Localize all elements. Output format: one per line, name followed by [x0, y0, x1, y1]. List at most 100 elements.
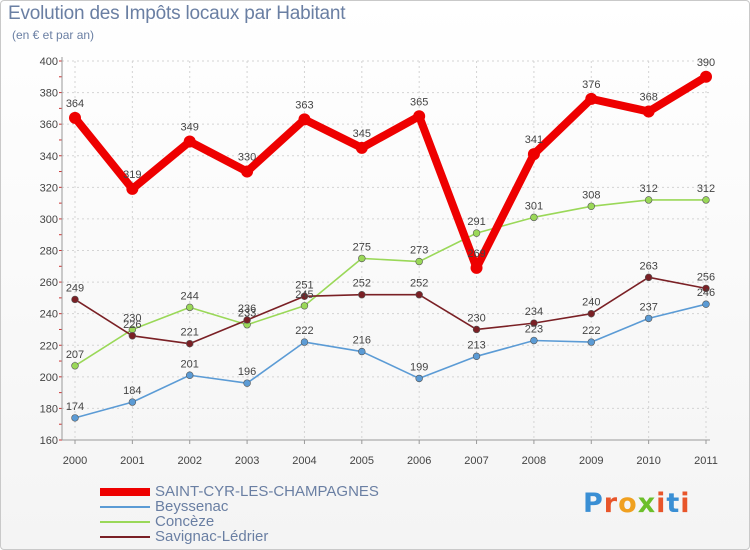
data-point: [530, 213, 538, 222]
data-point: [183, 135, 196, 148]
data-point: [527, 148, 540, 161]
x-tick-label: 2011: [694, 455, 718, 467]
y-tick-label: 340: [40, 151, 58, 163]
x-tick-label: 2006: [407, 455, 431, 467]
chart-subtitle: (en € et par an): [12, 28, 95, 42]
logo-letter: r: [603, 488, 619, 519]
data-label: 312: [639, 183, 657, 195]
data-point: [186, 371, 194, 379]
data-label: 237: [639, 301, 657, 313]
legend-label: Savignac-Lédrier: [155, 528, 269, 545]
data-label: 256: [697, 271, 715, 283]
data-label: 222: [582, 325, 600, 337]
data-label: 199: [410, 361, 428, 373]
data-label: 201: [181, 358, 199, 370]
legend-swatch: [100, 520, 150, 523]
legend-swatch: [100, 505, 150, 508]
data-point: [243, 316, 251, 324]
chart-title: Evolution des Impôts locaux par Habitant: [8, 3, 346, 24]
data-label: 345: [353, 128, 371, 140]
data-point: [126, 182, 139, 195]
data-point: [702, 196, 710, 204]
data-label: 349: [181, 122, 199, 134]
logo-letter: i: [656, 488, 667, 519]
legend-label: SAINT-CYR-LES-CHAMPAGNES: [155, 483, 379, 500]
data-point: [298, 113, 311, 126]
data-label: 213: [467, 339, 485, 351]
x-tick-label: 2002: [177, 455, 201, 467]
data-point: [587, 338, 595, 346]
data-label: 308: [582, 189, 600, 201]
x-tick-label: 2003: [235, 455, 259, 467]
legend-swatch: [100, 487, 150, 496]
series-line-1: [74, 303, 707, 419]
x-tick-label: 2001: [120, 455, 144, 467]
data-point: [413, 110, 426, 123]
data-point: [355, 141, 368, 154]
data-label: 291: [467, 216, 485, 228]
data-label: 216: [353, 335, 371, 347]
y-tick-label: 400: [40, 56, 58, 68]
data-label: 252: [410, 278, 428, 290]
x-tick-label: 2004: [292, 455, 316, 467]
y-tick-label: 320: [40, 182, 58, 194]
y-tick-label: 360: [40, 119, 58, 131]
data-point: [472, 229, 481, 237]
y-tick-label: 160: [40, 435, 58, 447]
data-label: 330: [238, 152, 256, 164]
logo-letter: P: [583, 488, 604, 519]
data-label: 236: [238, 303, 256, 315]
y-tick-label: 280: [40, 246, 58, 258]
y-tick-label: 380: [40, 88, 58, 100]
data-label: 230: [123, 312, 141, 324]
data-label: 252: [353, 278, 371, 290]
data-point: [71, 362, 79, 370]
y-tick-label: 240: [40, 309, 58, 321]
data-point: [702, 284, 710, 293]
y-tick-label: 220: [40, 340, 58, 352]
data-label: 245: [295, 289, 313, 301]
data-point: [472, 325, 481, 334]
data-label: 223: [525, 324, 543, 336]
data-point: [415, 291, 423, 299]
data-label: 233: [238, 308, 256, 320]
data-label: 341: [525, 134, 543, 146]
data-label: 196: [238, 366, 256, 378]
data-label: 184: [123, 385, 141, 397]
y-tick-label: 260: [40, 277, 58, 289]
data-label: 251: [295, 279, 313, 291]
data-point: [587, 202, 595, 210]
data-point: [128, 332, 137, 340]
legend-item: SAINT-CYR-LES-CHAMPAGNES: [100, 484, 379, 499]
data-label: 273: [410, 245, 428, 257]
data-label: 244: [181, 290, 199, 302]
data-label: 249: [66, 282, 84, 294]
data-point: [415, 374, 423, 383]
data-label: 263: [639, 260, 657, 272]
logo-letter: o: [618, 488, 638, 519]
data-point: [358, 347, 366, 356]
data-point: [71, 295, 79, 304]
data-point: [644, 314, 653, 323]
data-label: 301: [525, 200, 543, 212]
data-point: [241, 165, 254, 178]
data-label: 240: [582, 297, 600, 309]
data-label: 234: [525, 306, 543, 318]
legend: SAINT-CYR-LES-CHAMPAGNES Beyssenac Concèze…: [100, 484, 379, 544]
data-point: [472, 352, 481, 361]
data-point: [358, 291, 366, 299]
data-label: 269: [467, 248, 485, 260]
data-point: [470, 261, 483, 274]
data-label: 222: [295, 325, 313, 337]
series-line-3: [74, 276, 707, 345]
data-label: 221: [181, 327, 199, 339]
data-point: [186, 303, 194, 312]
x-tick-label: 2010: [636, 455, 660, 467]
legend-swatch: [100, 535, 150, 538]
data-label: 246: [697, 287, 715, 299]
data-point: [300, 338, 309, 346]
legend-item: Savignac-Lédrier: [100, 529, 379, 544]
data-label: 226: [123, 319, 141, 331]
